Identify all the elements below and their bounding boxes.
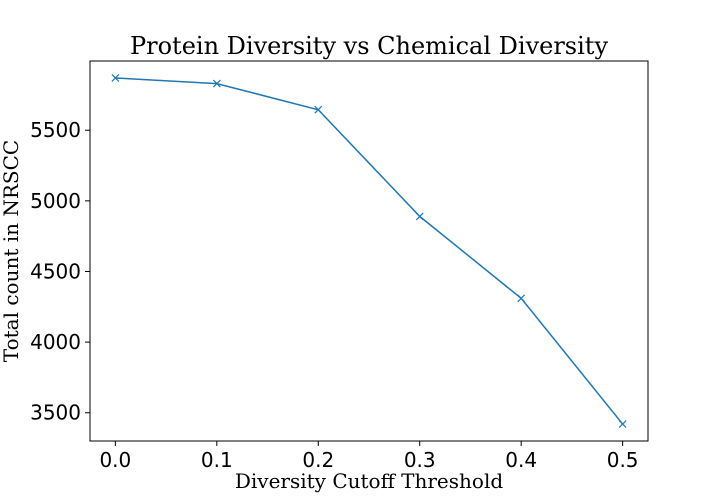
x-axis: 0.0 0.1 0.2 0.3 0.4 0.5: [99, 441, 639, 472]
y-tick-label: 5000: [30, 189, 81, 213]
plot-area: [89, 60, 649, 442]
x-axis-label: Diversity Cutoff Threshold: [235, 469, 504, 493]
chart-title: Protein Diversity vs Chemical Diversity: [130, 32, 608, 60]
x-tick-label: 0.2: [302, 448, 334, 472]
data-point: [314, 105, 323, 114]
x-tick-label: 0.4: [505, 448, 537, 472]
data-point: [618, 420, 627, 428]
x-tick-label: 0.1: [201, 448, 233, 472]
series-layer: [111, 74, 627, 428]
y-axis-label: Total count in NRSCC: [0, 140, 23, 362]
series-line: [115, 77, 624, 425]
x-tick-label: 0.0: [99, 448, 131, 472]
y-tick-label: 4000: [30, 330, 81, 354]
y-tick-label: 4500: [30, 259, 81, 283]
x-tick-label: 0.3: [404, 448, 436, 472]
y-tick-label: 3500: [30, 401, 81, 425]
data-point: [517, 294, 526, 303]
x-tick-label: 0.5: [607, 448, 639, 472]
data-point: [111, 74, 120, 82]
y-axis: 3500 4000 4500 5000 5500: [30, 118, 90, 425]
data-point: [212, 79, 221, 88]
data-point: [415, 212, 424, 221]
y-tick-label: 5500: [30, 118, 81, 142]
